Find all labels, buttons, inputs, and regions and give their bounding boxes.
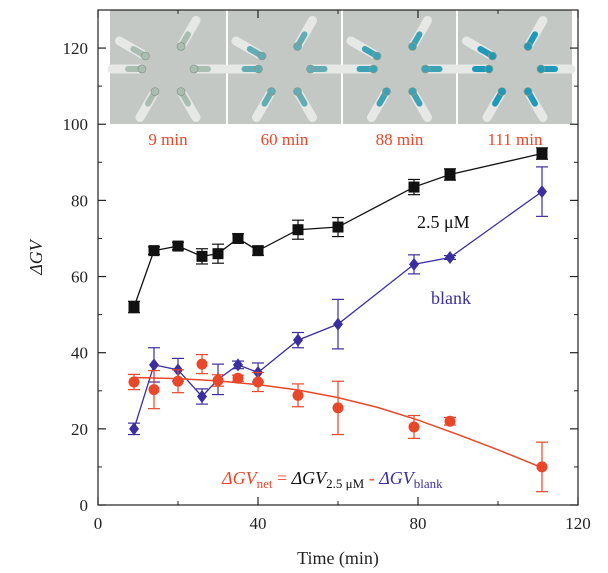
axes: 0 40 80 120 0 20 40 60 80 100 120: [63, 9, 591, 533]
data-point-circle: [292, 389, 304, 401]
inset-photo: 88 min: [339, 10, 460, 149]
data-point-square: [408, 181, 420, 193]
tube-tip: [150, 87, 160, 96]
y-tick-label: 100: [63, 115, 89, 134]
equation-annotation: ΔGVnet = ΔGV2.5 μM - ΔGVblank: [221, 468, 443, 491]
tube-tip: [369, 64, 378, 74]
data-point-square: [232, 232, 244, 244]
data-point-square: [252, 245, 264, 257]
x-tick-label: 80: [410, 514, 427, 533]
data-point-square: [332, 221, 344, 233]
annotation-blank: blank: [431, 288, 471, 308]
data-point-circle: [444, 415, 456, 427]
eq-t1-base: ΔGV: [291, 468, 329, 488]
data-point-diamond: [409, 257, 419, 271]
data-point-circle: [172, 375, 184, 387]
tube-tip: [372, 51, 382, 61]
photo-caption: 111 min: [488, 130, 543, 149]
tube-tip: [536, 64, 546, 74]
data-point-square: [292, 224, 304, 236]
photo-caption: 88 min: [376, 130, 424, 149]
data-point-circle: [148, 384, 160, 396]
inset-photo: 111 min: [454, 10, 576, 149]
tube-tip: [293, 87, 302, 96]
x-tick-label: 40: [250, 514, 267, 533]
data-point-circle: [232, 372, 244, 384]
annotations: 2.5 μM blank ΔGVnet = ΔGV2.5 μM - ΔGVbla…: [221, 212, 471, 491]
x-axis-title: Time (min): [297, 548, 379, 569]
tube-tip: [421, 64, 430, 74]
data-point-diamond: [537, 185, 547, 199]
data-point-circle: [252, 376, 264, 388]
photo-caption: 9 min: [148, 130, 188, 149]
tube-tip: [176, 87, 186, 96]
eq-lhs-base: ΔGV: [221, 468, 259, 488]
data-point-circle: [128, 376, 140, 388]
tube-tip: [137, 64, 147, 74]
data-point-square: [212, 248, 224, 260]
series-circle: [128, 353, 548, 493]
data-point-square: [148, 245, 160, 257]
data-point-circle: [408, 421, 420, 433]
data-point-square: [128, 301, 140, 313]
tube-tip: [484, 64, 494, 74]
data-point-diamond: [233, 358, 243, 372]
tube-tip: [497, 87, 507, 96]
eq-t1-sub: 2.5 μM: [326, 476, 364, 491]
tube-tip: [523, 87, 533, 96]
data-point-square: [536, 148, 548, 160]
data-point-circle: [212, 374, 224, 386]
inset-photo: 9 min: [107, 10, 229, 149]
tube-tip: [306, 64, 315, 74]
y-tick-label: 40: [71, 344, 88, 363]
tube-tip: [254, 64, 263, 74]
annotation-2-5-um: 2.5 μM: [417, 212, 470, 232]
tube-tip: [189, 64, 199, 74]
tube-tip: [488, 51, 497, 61]
photo-caption: 60 min: [261, 130, 309, 149]
x-tick-label: 120: [565, 514, 591, 533]
eq-equals: =: [272, 468, 291, 488]
eq-minus: -: [364, 468, 379, 488]
tube-tip: [293, 42, 302, 51]
data-point-square: [444, 168, 456, 180]
series-square: [128, 147, 548, 314]
tube-tip: [408, 87, 417, 96]
tube-tip: [267, 87, 276, 96]
eq-lhs-sub: net: [257, 476, 273, 491]
data-point-circle: [536, 461, 548, 473]
eq-t2-sub: blank: [414, 476, 443, 491]
tube-tip: [523, 42, 533, 51]
data-point-square: [172, 240, 184, 252]
data-point-circle: [196, 358, 208, 370]
data-point-circle: [332, 402, 344, 414]
tube-tip: [382, 87, 391, 96]
y-tick-label: 60: [71, 268, 88, 287]
data-point-square: [196, 250, 208, 262]
data-point-diamond: [129, 422, 139, 436]
inset-photos: 9 min 60 min 88 min 111 min: [107, 10, 576, 149]
tube-tip: [176, 42, 186, 51]
y-tick-label: 20: [71, 420, 88, 439]
tube-tip: [257, 51, 267, 61]
tube-tip: [141, 51, 150, 61]
x-tick-label: 0: [94, 514, 103, 533]
eq-t2-base: ΔGV: [378, 468, 416, 488]
data-point-diamond: [445, 251, 455, 264]
y-tick-label: 80: [71, 191, 88, 210]
y-tick-label: 120: [63, 39, 89, 58]
data-point-diamond: [197, 389, 207, 403]
tube-tip: [408, 42, 417, 51]
y-tick-label: 0: [80, 496, 89, 515]
inset-photo: 60 min: [224, 10, 345, 149]
data-point-diamond: [293, 333, 303, 347]
data-point-diamond: [333, 317, 343, 331]
data-point-diamond: [149, 358, 159, 372]
data-series: [128, 147, 548, 493]
y-axis-title: ΔGV: [26, 238, 46, 276]
